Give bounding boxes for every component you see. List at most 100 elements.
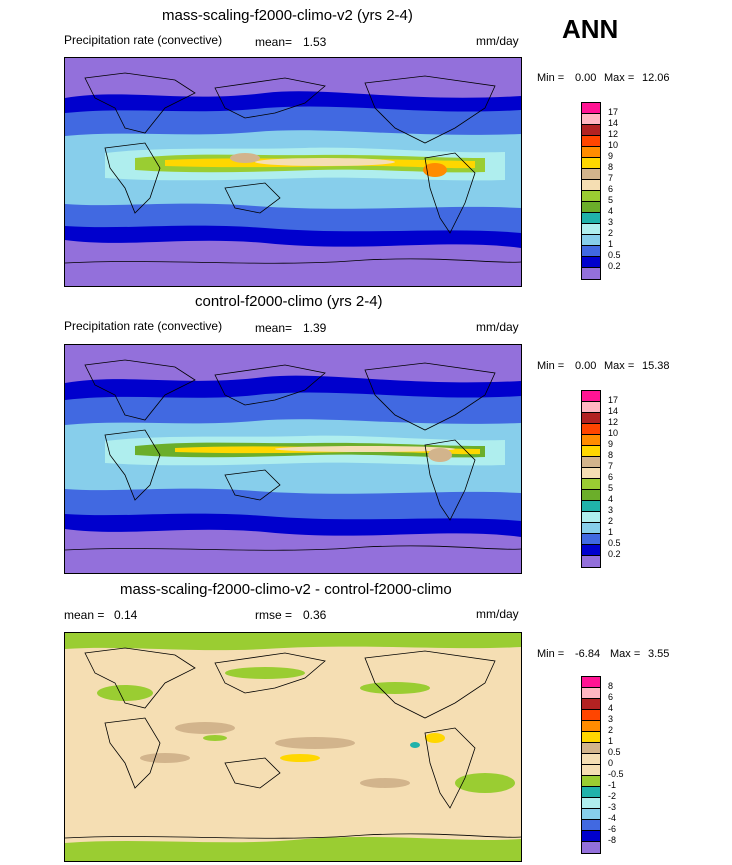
panel-2-title: control-f2000-climo (yrs 2-4)	[195, 293, 383, 310]
colorbar-swatch	[582, 435, 600, 446]
colorbar-swatch	[582, 479, 600, 490]
colorbar-tick-label: 12	[608, 417, 619, 427]
colorbar-swatch	[582, 842, 600, 853]
colorbar-tick-label: 8	[608, 162, 614, 172]
panel-3-max-label: Max =	[610, 648, 641, 660]
colorbar-swatch	[582, 235, 600, 246]
colorbar-tick-label: 8	[608, 681, 614, 691]
colorbar-tick-label: 10	[608, 140, 619, 150]
colorbar-tick-label: 10	[608, 428, 619, 438]
colorbar-swatch	[582, 545, 600, 556]
panel-1-map	[64, 57, 522, 287]
colorbar-tick-label: 2	[608, 516, 614, 526]
colorbar-tick-label: 7	[608, 173, 614, 183]
colorbar-swatch	[582, 191, 600, 202]
panel-1-min-value: 0.00	[575, 72, 597, 84]
panel-1-title: mass-scaling-f2000-climo-v2 (yrs 2-4)	[162, 7, 413, 24]
colorbar-swatch	[582, 710, 600, 721]
colorbar-swatch	[582, 820, 600, 831]
panel-3-colorbar-labels: 8 6 4 3 2 1 0.5 0 -0.5 -1 -2 -3 -4 -6 -8	[608, 676, 624, 845]
panel-3-title: mass-scaling-f2000-climo-v2 - control-f2…	[120, 581, 452, 598]
panel-2-colorbar-labels: 17 14 12 10 9 8 7 6 5 4 3 2 1 0.5 0.2	[608, 390, 621, 559]
colorbar-swatch	[582, 424, 600, 435]
panel-3-rmse-label: rmse =	[255, 608, 293, 622]
colorbar-tick-label: 14	[608, 406, 619, 416]
colorbar-tick-label: 6	[608, 472, 614, 482]
panel-2-max-label: Max =	[604, 360, 635, 372]
panel-1-colorbar-labels: 17 14 12 10 9 8 7 6 5 4 3 2 1 0.5 0.2	[608, 102, 621, 271]
colorbar-swatch	[582, 699, 600, 710]
panel-2-variable: Precipitation rate (convective)	[64, 319, 223, 333]
colorbar-tick-label: -4	[608, 813, 617, 823]
colorbar-swatch	[582, 147, 600, 158]
colorbar-swatch	[582, 114, 600, 125]
colorbar-tick-label: -0.5	[608, 769, 624, 779]
colorbar-tick-label: 12	[608, 129, 619, 139]
panel-1-min-label: Min =	[537, 72, 565, 84]
panel-1-units: mm/day	[476, 34, 519, 48]
panel-2-min-label: Min =	[537, 360, 565, 372]
colorbar-swatch	[582, 402, 600, 413]
panel-2-units: mm/day	[476, 320, 519, 334]
colorbar-swatch	[582, 136, 600, 147]
colorbar-swatch	[582, 798, 600, 809]
panel-3-rmse-value: 0.36	[303, 608, 327, 622]
colorbar-tick-label: 6	[608, 692, 614, 702]
colorbar-tick-label: 0.5	[608, 538, 621, 548]
colorbar-swatch	[582, 257, 600, 268]
panel-3-mean-value: 0.14	[114, 608, 138, 622]
panel-3-units: mm/day	[476, 607, 519, 621]
panel-1-mean-value: 1.53	[303, 35, 327, 49]
colorbar-swatch	[582, 490, 600, 501]
colorbar-tick-label: 4	[608, 206, 614, 216]
colorbar-swatch	[582, 213, 600, 224]
panel-3-colorbar	[581, 676, 601, 854]
colorbar-tick-label: 17	[608, 107, 619, 117]
colorbar-swatch	[582, 523, 600, 534]
panel-1-max-label: Max =	[604, 72, 635, 84]
panel-1-mean-label: mean=	[255, 35, 293, 49]
colorbar-swatch	[582, 831, 600, 842]
colorbar-tick-label: 0.2	[608, 261, 621, 271]
panel-2-mean-label: mean=	[255, 321, 293, 335]
panel-3-min-value: -6.84	[575, 648, 601, 660]
colorbar-swatch	[582, 776, 600, 787]
colorbar-swatch	[582, 246, 600, 257]
colorbar-swatch	[582, 787, 600, 798]
panel-2-max-value: 15.38	[642, 360, 670, 372]
colorbar-swatch	[582, 688, 600, 699]
panel-3-map	[64, 632, 522, 862]
panel-2-colorbar	[581, 390, 601, 568]
colorbar-swatch	[582, 125, 600, 136]
colorbar-tick-label: 1	[608, 736, 614, 746]
colorbar-tick-label: 1	[608, 527, 614, 537]
colorbar-tick-label: 9	[608, 151, 614, 161]
colorbar-tick-label: -1	[608, 780, 617, 790]
colorbar-tick-label: 9	[608, 439, 614, 449]
colorbar-tick-label: 0.5	[608, 747, 621, 757]
colorbar-tick-label: 3	[608, 217, 614, 227]
colorbar-tick-label: 5	[608, 483, 614, 493]
panel-3-max-value: 3.55	[648, 648, 670, 660]
colorbar-tick-label: 0	[608, 758, 614, 768]
colorbar-swatch	[582, 457, 600, 468]
colorbar-swatch	[582, 556, 600, 567]
colorbar-swatch	[582, 732, 600, 743]
colorbar-tick-label: 1	[608, 239, 614, 249]
colorbar-tick-label: 8	[608, 450, 614, 460]
colorbar-tick-label: 3	[608, 714, 614, 724]
colorbar-swatch	[582, 158, 600, 169]
colorbar-tick-label: 7	[608, 461, 614, 471]
colorbar-tick-label: 17	[608, 395, 619, 405]
colorbar-tick-label: -8	[608, 835, 617, 845]
panel-2-min-value: 0.00	[575, 360, 597, 372]
panel-1-variable: Precipitation rate (convective)	[64, 33, 223, 47]
colorbar-swatch	[582, 103, 600, 114]
colorbar-swatch	[582, 268, 600, 279]
colorbar-tick-label: 2	[608, 725, 614, 735]
panel-1-max-value: 12.06	[642, 72, 670, 84]
colorbar-swatch	[582, 754, 600, 765]
colorbar-swatch	[582, 677, 600, 688]
colorbar-swatch	[582, 721, 600, 732]
colorbar-swatch	[582, 765, 600, 776]
